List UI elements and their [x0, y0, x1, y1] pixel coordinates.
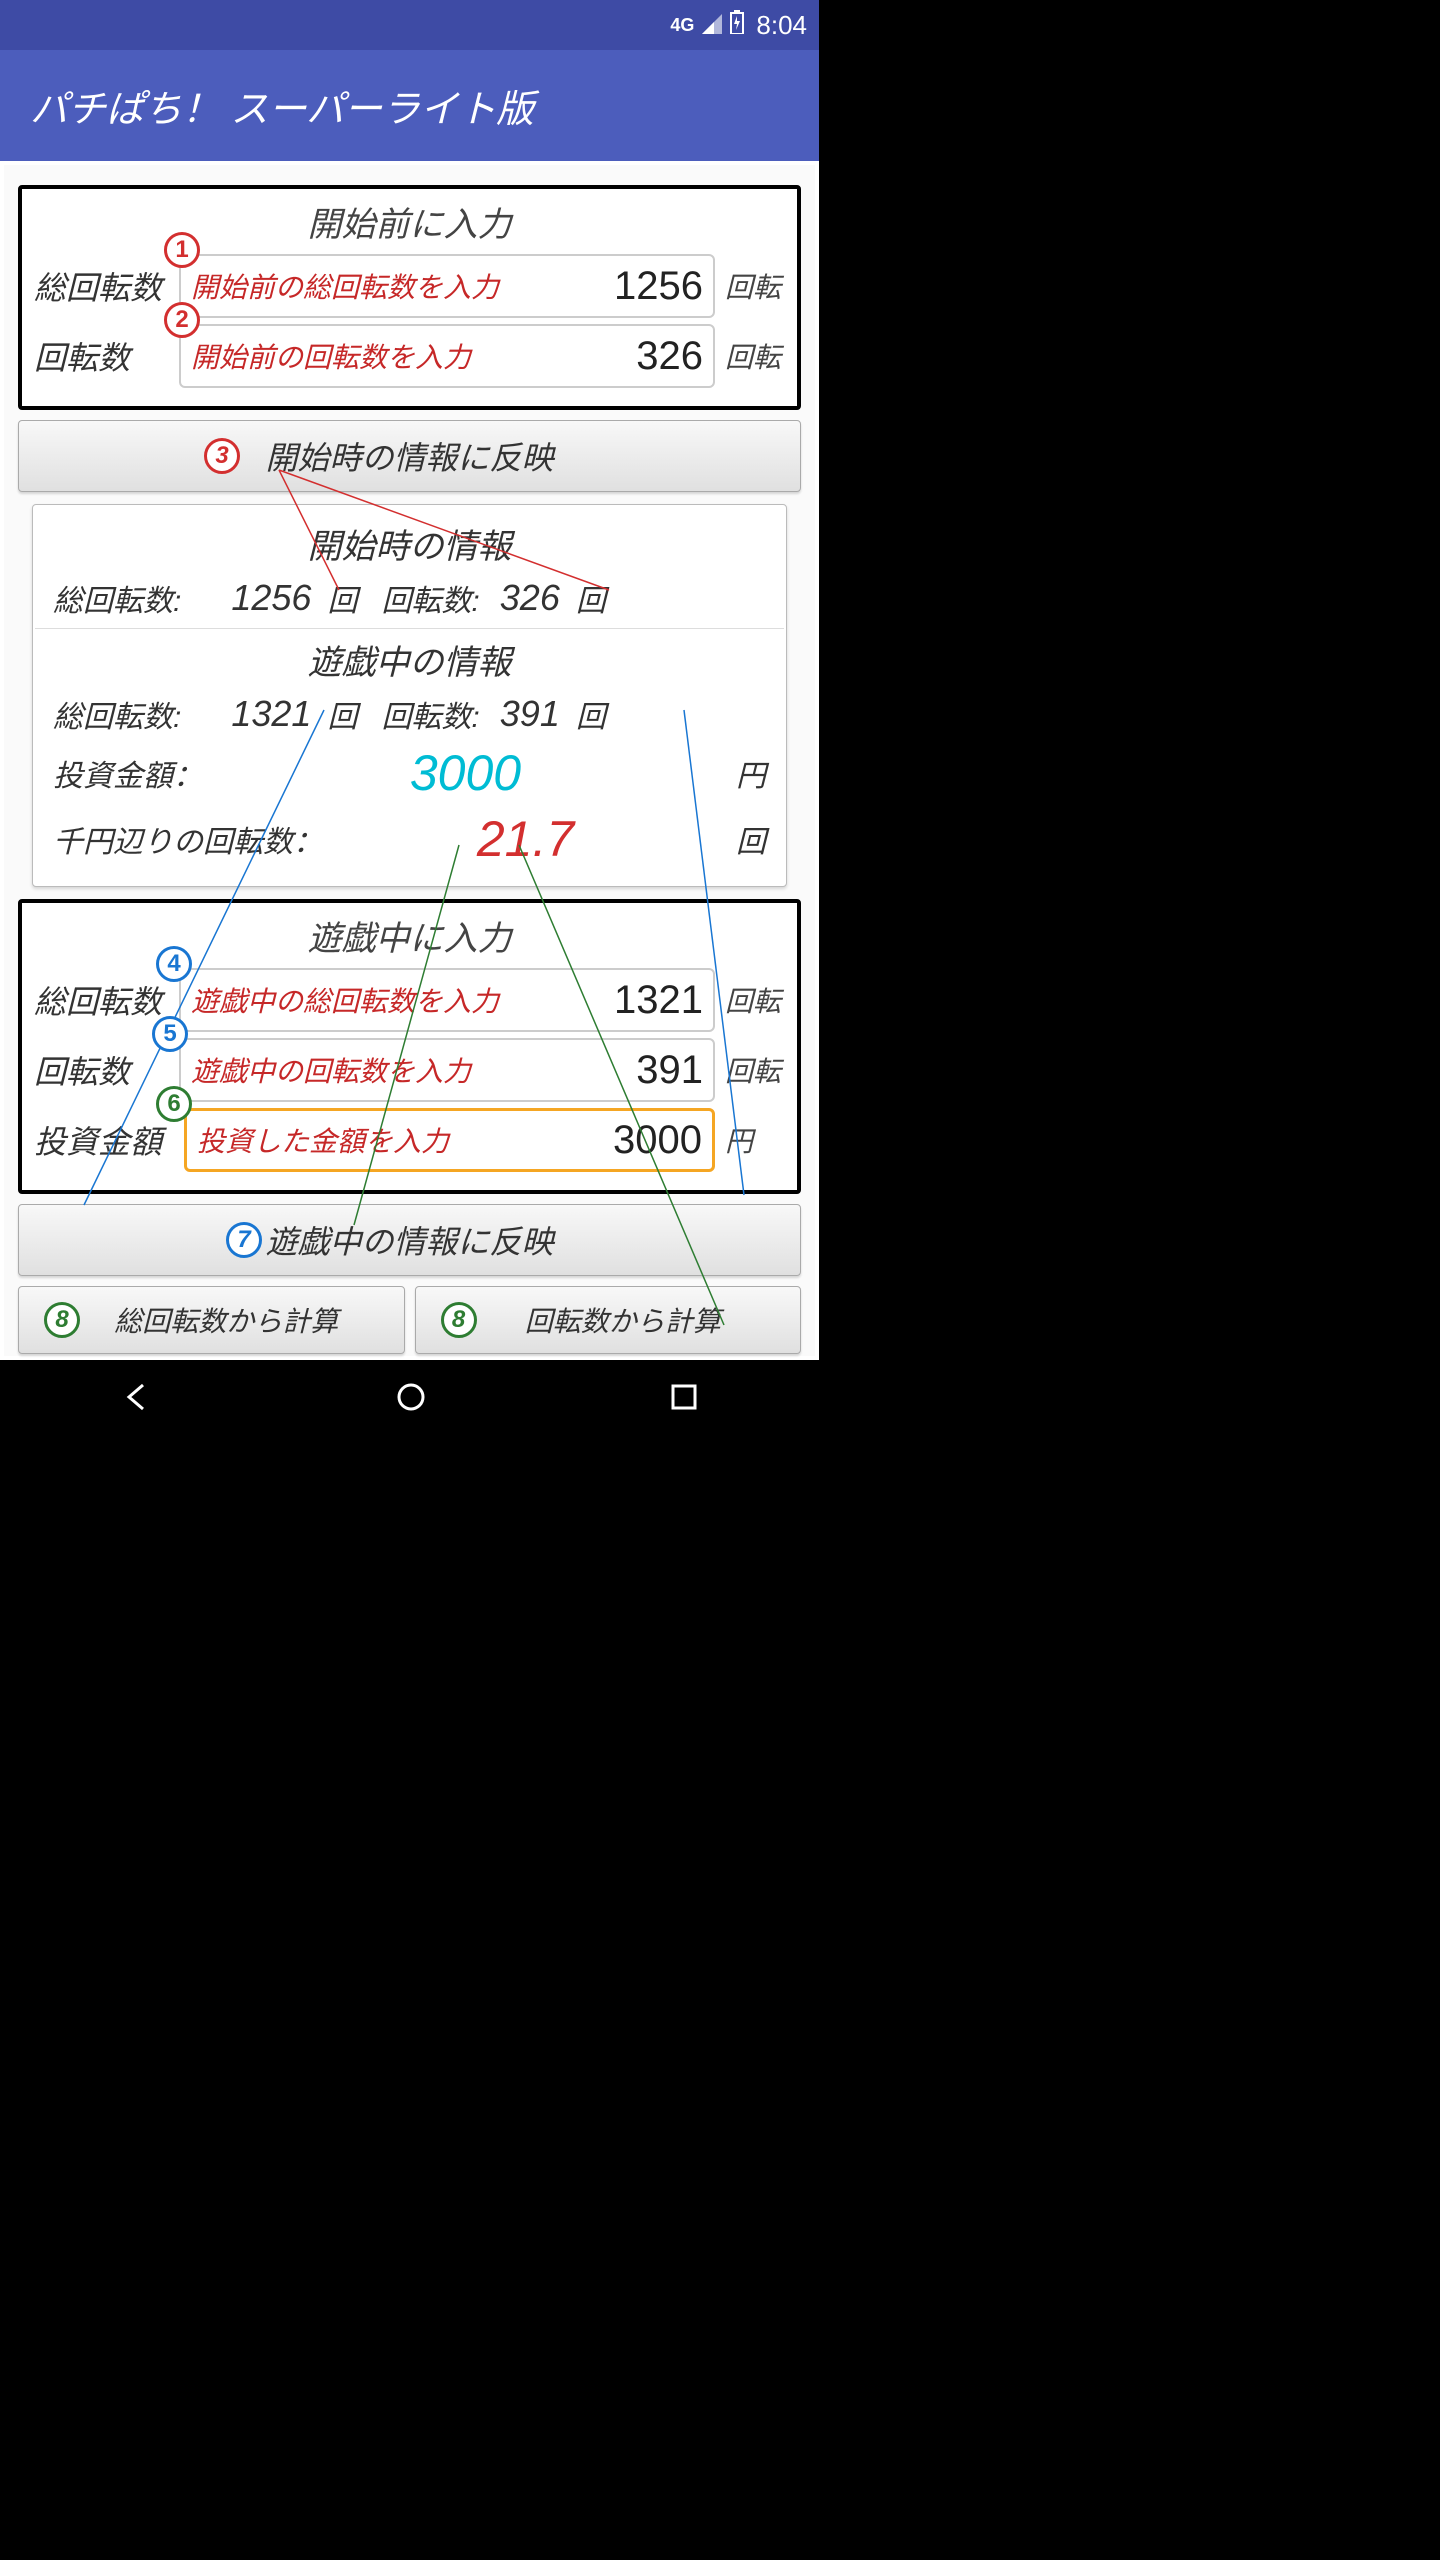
row-spins-before: 2 回転数 開始前の回転数を入力 326 回転 [34, 324, 785, 388]
input-value: 391 [636, 1048, 703, 1093]
reflect-play-button[interactable]: 7 遊戯中の情報に反映 [18, 1204, 801, 1276]
input-value: 3000 [613, 1118, 702, 1163]
network-4g-icon: 4G [670, 15, 694, 36]
badge-6: 6 [156, 1086, 192, 1122]
label: 投資金額 [34, 1117, 184, 1163]
badge-4: 4 [156, 946, 192, 982]
signal-icon [702, 10, 722, 41]
navigation-bar [0, 1360, 819, 1440]
badge-8b: 8 [441, 1302, 477, 1338]
input-spins-play[interactable]: 遊戯中の回転数を入力 391 [179, 1038, 715, 1102]
button-label: 総回転数から計算 [114, 1300, 338, 1340]
reflect-start-button[interactable]: 3 開始時の情報に反映 [18, 420, 801, 492]
lbl: 回転数: [381, 692, 479, 736]
spins-per-1000yen: 21.7 [323, 810, 728, 868]
info-row-per1000: 千円辺りの回転数： 21.7 回 [53, 810, 766, 868]
button-label: 回転数から計算 [525, 1300, 721, 1340]
label: 総回転数 [34, 977, 179, 1023]
badge-7: 7 [226, 1222, 262, 1258]
investment-amount: 3000 [203, 744, 728, 802]
badge-8a: 8 [44, 1302, 80, 1338]
row-amount-play: 6 投資金額 投資した金額を入力 3000 円 [34, 1108, 785, 1172]
val: 326 [500, 577, 560, 619]
back-icon[interactable] [121, 1381, 153, 1420]
battery-icon [730, 10, 744, 41]
input-amount-play[interactable]: 投資した金額を入力 3000 [184, 1108, 715, 1172]
row-total-spins-play: 4 総回転数 遊戯中の総回転数を入力 1321 回転 [34, 968, 785, 1032]
unit: 円 [736, 751, 766, 795]
calc-from-spins-button[interactable]: 8 回転数から計算 [415, 1286, 802, 1354]
lbl: 回転数: [381, 576, 479, 620]
status-bar: 4G 8:04 [0, 0, 819, 50]
input-value: 1256 [614, 264, 703, 309]
badge-5: 5 [152, 1016, 188, 1052]
info-row-amount: 投資金額： 3000 円 [53, 744, 766, 802]
recent-icon[interactable] [670, 1383, 698, 1418]
badge-3: 3 [204, 438, 240, 474]
placeholder: 投資した金額を入力 [197, 1120, 449, 1160]
home-icon[interactable] [395, 1381, 427, 1420]
button-label: 開始時の情報に反映 [265, 433, 553, 479]
input-spins-before[interactable]: 開始前の回転数を入力 326 [179, 324, 715, 388]
unit: 回転 [725, 336, 785, 376]
placeholder: 遊戯中の回転数を入力 [191, 1050, 471, 1090]
divider [35, 628, 784, 629]
unit: 回転 [725, 1050, 785, 1090]
app-bar: パチぱち！ スーパーライト版 [0, 50, 819, 161]
label-total-spins: 総回転数 [34, 263, 179, 309]
status-time: 8:04 [756, 10, 807, 41]
input-total-spins-play[interactable]: 遊戯中の総回転数を入力 1321 [179, 968, 715, 1032]
panel-during-play: 遊戯中に入力 4 総回転数 遊戯中の総回転数を入力 1321 回転 5 回転数 … [18, 899, 801, 1194]
label-spins: 回転数 [34, 333, 179, 379]
val: 1256 [231, 577, 311, 619]
val: 1321 [231, 693, 311, 735]
button-label: 遊戯中の情報に反映 [265, 1217, 553, 1263]
info-row-start: 総回転数: 1256 回 回転数: 326 回 [53, 576, 766, 620]
unit: 回転 [725, 266, 785, 306]
app-title: パチぱち！ スーパーライト版 [30, 78, 534, 133]
input-total-spins-before[interactable]: 開始前の総回転数を入力 1256 [179, 254, 715, 318]
panel1-title: 開始前に入力 [34, 197, 785, 246]
label: 回転数 [34, 1047, 179, 1093]
input-value: 1321 [614, 978, 703, 1023]
info-section1-title: 開始時の情報 [53, 519, 766, 568]
placeholder: 開始前の総回転数を入力 [191, 266, 499, 306]
unit: 回 [736, 817, 766, 861]
lbl: 投資金額： [53, 751, 203, 795]
unit: 回 [576, 576, 606, 620]
unit: 回 [327, 692, 357, 736]
status-icons: 4G [670, 10, 744, 41]
calc-buttons-row: 8 総回転数から計算 8 回転数から計算 [18, 1286, 801, 1354]
row-total-spins-before: 1 総回転数 開始前の総回転数を入力 1256 回転 [34, 254, 785, 318]
info-section2-title: 遊戯中の情報 [53, 635, 766, 684]
badge-2: 2 [164, 302, 200, 338]
info-panel: 開始時の情報 総回転数: 1256 回 回転数: 326 回 遊戯中の情報 総回… [32, 504, 787, 887]
placeholder: 遊戯中の総回転数を入力 [191, 980, 499, 1020]
unit: 回 [576, 692, 606, 736]
panel2-title: 遊戯中に入力 [34, 911, 785, 960]
panel-before-start: 開始前に入力 1 総回転数 開始前の総回転数を入力 1256 回転 2 回転数 … [18, 185, 801, 410]
row-spins-play: 5 回転数 遊戯中の回転数を入力 391 回転 [34, 1038, 785, 1102]
calc-from-total-button[interactable]: 8 総回転数から計算 [18, 1286, 405, 1354]
lbl: 千円辺りの回転数： [53, 817, 323, 861]
input-value: 326 [636, 334, 703, 379]
lbl: 総回転数: [53, 692, 181, 736]
val: 391 [500, 693, 560, 735]
unit: 回転 [725, 980, 785, 1020]
content-area: 開始前に入力 1 総回転数 開始前の総回転数を入力 1256 回転 2 回転数 … [0, 161, 819, 1360]
info-row-playing: 総回転数: 1321 回 回転数: 391 回 [53, 692, 766, 736]
badge-1: 1 [164, 232, 200, 268]
unit: 円 [725, 1120, 785, 1160]
unit: 回 [327, 576, 357, 620]
placeholder: 開始前の回転数を入力 [191, 336, 471, 376]
lbl: 総回転数: [53, 576, 181, 620]
